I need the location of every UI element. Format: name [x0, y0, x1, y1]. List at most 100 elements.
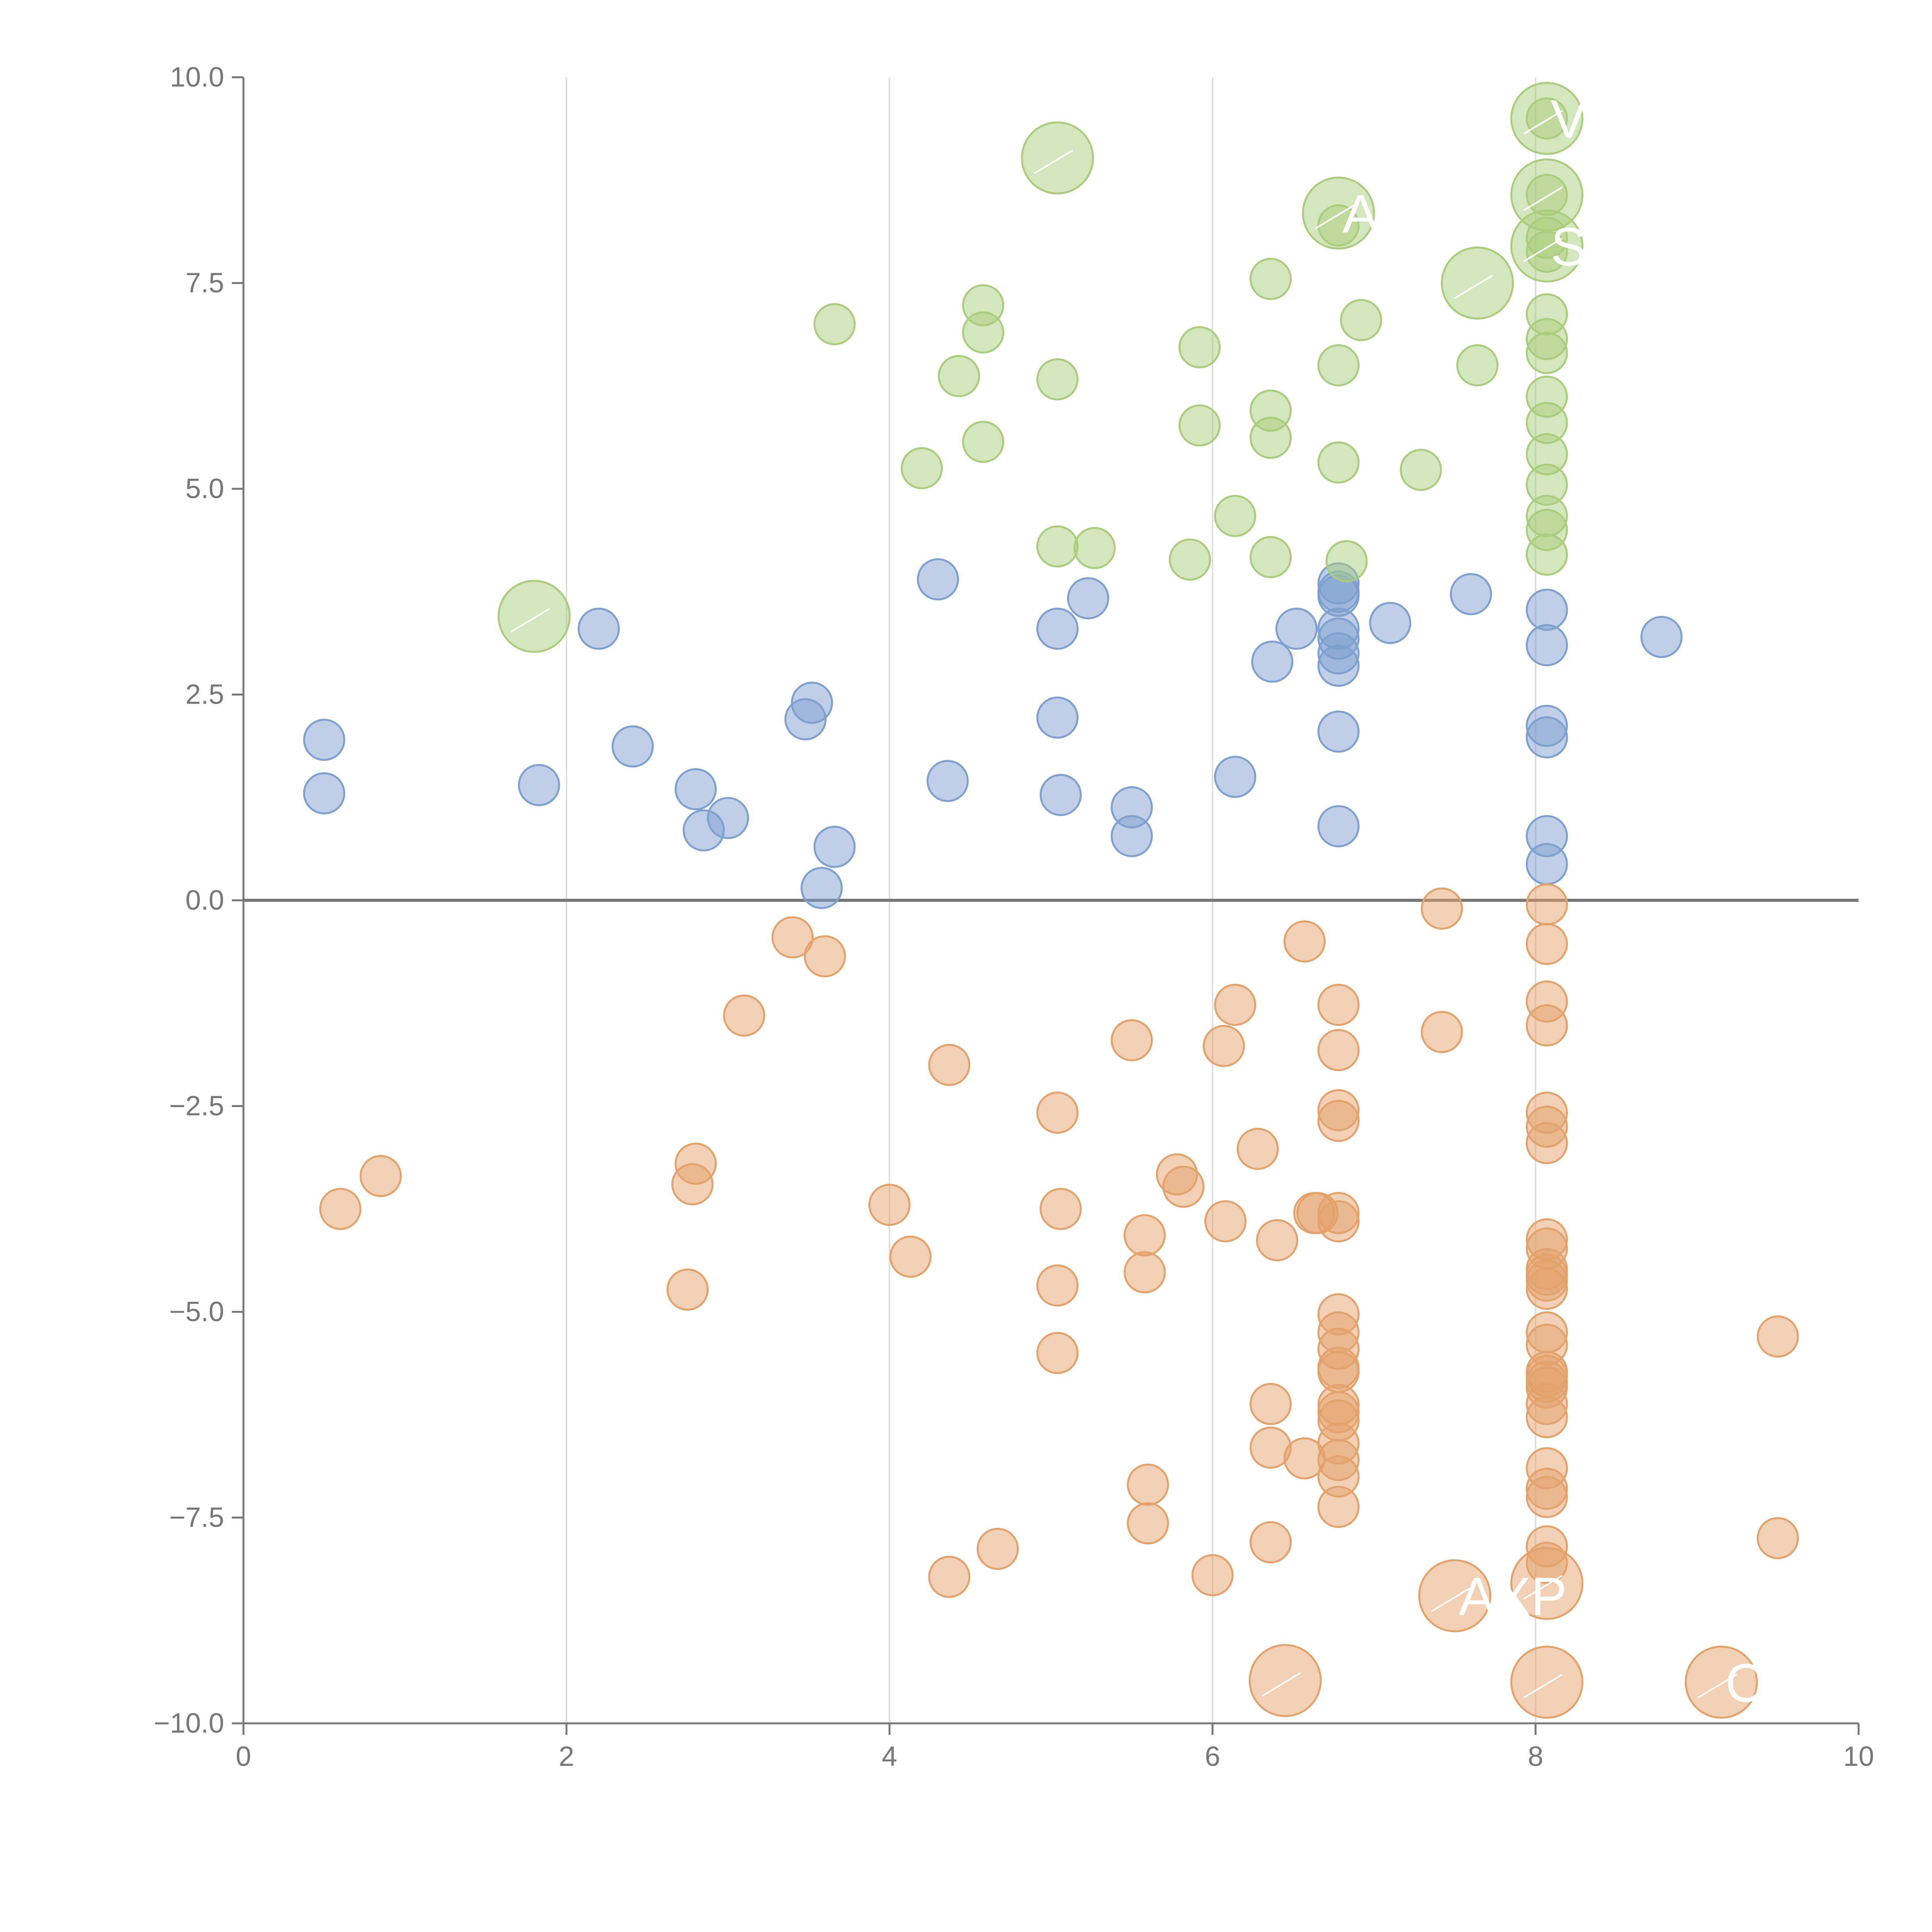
- highlight-bubbles: [497, 82, 1758, 1719]
- data-point: [707, 797, 749, 839]
- data-point: [1036, 1332, 1079, 1374]
- data-point: [1123, 1214, 1166, 1257]
- data-point: [1036, 525, 1079, 568]
- highlight-bubble: [1248, 1644, 1322, 1717]
- data-point: [1526, 716, 1568, 759]
- highlight-bubble: [1510, 209, 1583, 283]
- data-point: [1369, 602, 1412, 644]
- data-point: [962, 311, 1004, 354]
- highlight-bubble: [1441, 247, 1514, 320]
- data-point: [1317, 984, 1360, 1026]
- data-point: [1340, 299, 1383, 341]
- data-point: [1283, 920, 1326, 963]
- data-point: [1526, 923, 1568, 965]
- data-point: [1275, 607, 1318, 650]
- bubble-labels: AUL V S AXP CE: [1342, 89, 1800, 1713]
- x-tick-label: 0: [236, 1741, 251, 1772]
- data-point: [1421, 1011, 1463, 1053]
- data-point: [1526, 1122, 1568, 1164]
- data-point: [1162, 1165, 1205, 1208]
- y-tick-label: 5.0: [185, 473, 224, 504]
- data-point: [1317, 344, 1360, 386]
- data-point: [1111, 1019, 1153, 1061]
- label-leader-line: [1034, 150, 1073, 174]
- data-point: [1168, 538, 1211, 581]
- y-tick-label: −2.5: [169, 1091, 224, 1122]
- data-point: [1526, 588, 1568, 631]
- highlight-bubble: [1510, 82, 1583, 155]
- data-point: [1317, 805, 1360, 847]
- bubble-label: V: [1551, 89, 1587, 150]
- data-point: [1123, 1251, 1166, 1294]
- data-point: [1526, 1004, 1568, 1047]
- data-point: [938, 355, 980, 397]
- data-point: [1450, 573, 1492, 616]
- data-point: [1249, 417, 1292, 459]
- data-point: [1640, 616, 1683, 658]
- data-point: [1204, 1200, 1247, 1243]
- axes: 10.0 7.5 5.0 2.5 0.0 −2.5 −5.0 −7.5 −10.0 0 2 4 6 8 10: [154, 62, 1874, 1772]
- data-point: [889, 1235, 932, 1278]
- data-point: [1073, 527, 1116, 569]
- data-point: [578, 607, 620, 650]
- data-point: [1036, 1264, 1079, 1307]
- data-point: [1317, 1029, 1360, 1071]
- data-point: [1421, 887, 1463, 930]
- data-point: [976, 1527, 1019, 1570]
- data-point: [319, 1188, 362, 1230]
- data-point: [359, 1155, 402, 1197]
- data-point: [1317, 710, 1360, 753]
- data-point: [1214, 495, 1257, 537]
- data-point: [1456, 344, 1499, 386]
- data-point: [1251, 640, 1294, 683]
- data-point: [611, 725, 654, 768]
- data-point: [1526, 332, 1568, 374]
- label-leader-line: [1523, 237, 1563, 262]
- data-point: [1757, 1315, 1799, 1358]
- data-point: [1111, 815, 1153, 857]
- y-tick-label: −5.0: [169, 1296, 224, 1327]
- label-leader-line: [1523, 110, 1563, 135]
- data-point: [1067, 577, 1109, 619]
- data-point: [1202, 1025, 1245, 1067]
- data-point: [1214, 984, 1257, 1026]
- label-leader-line: [1523, 186, 1563, 211]
- data-point: [1249, 536, 1292, 578]
- data-point: [303, 719, 345, 761]
- data-point: [1325, 540, 1368, 582]
- data-point: [1214, 756, 1257, 798]
- highlight-bubble: [1510, 1646, 1583, 1719]
- data-point: [901, 447, 943, 490]
- data-point: [1526, 843, 1568, 885]
- data-point: [1317, 645, 1360, 687]
- highlight-bubble: [1302, 176, 1375, 250]
- bubble-label: AXP: [1459, 1566, 1567, 1627]
- data-point: [800, 867, 843, 909]
- data-point: [1317, 1486, 1360, 1528]
- x-tick-label: 4: [882, 1741, 897, 1772]
- y-tick-label: 10.0: [170, 62, 224, 93]
- data-point: [771, 916, 814, 959]
- data-points: [303, 97, 1799, 1598]
- x-tick-label: 2: [559, 1741, 574, 1772]
- label-leader-line: [1697, 1673, 1737, 1699]
- x-tick-label: 6: [1205, 1741, 1220, 1772]
- data-point: [1236, 1128, 1279, 1170]
- data-point: [1400, 449, 1442, 491]
- data-point: [1127, 1502, 1169, 1544]
- data-point: [303, 772, 345, 815]
- data-point: [518, 764, 560, 806]
- highlight-bubble: [1021, 121, 1094, 195]
- data-point: [1249, 1383, 1292, 1425]
- data-point: [1036, 696, 1079, 739]
- data-point: [1036, 1092, 1079, 1134]
- label-leader-line: [1262, 1672, 1301, 1697]
- x-tick-label: 10: [1843, 1741, 1874, 1772]
- label-leader-line: [1523, 1673, 1563, 1699]
- data-point: [1526, 883, 1568, 926]
- label-leader-line: [510, 608, 550, 633]
- data-point: [723, 994, 765, 1037]
- data-point: [674, 768, 717, 810]
- data-point: [1757, 1517, 1799, 1560]
